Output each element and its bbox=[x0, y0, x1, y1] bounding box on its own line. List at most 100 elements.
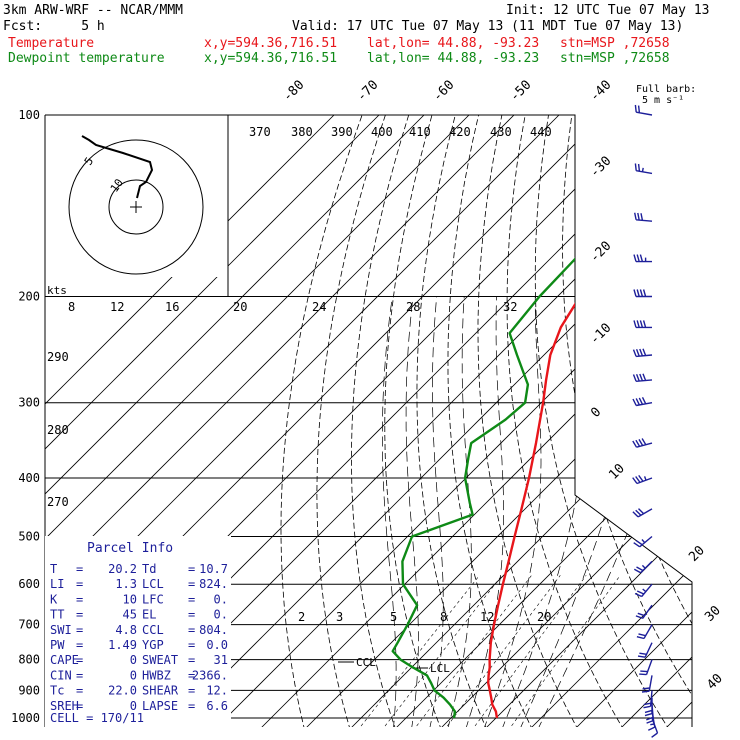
wind-barb bbox=[633, 254, 652, 263]
parcel-equals: = bbox=[76, 638, 83, 652]
dry-adiabat bbox=[316, 115, 396, 727]
hodograph-origin bbox=[130, 201, 142, 213]
isotherm bbox=[45, 115, 542, 727]
parcel-value: 12. bbox=[206, 684, 228, 698]
right-temp-label: 30 bbox=[702, 603, 724, 625]
hodograph-ring-label: 10 bbox=[108, 176, 126, 194]
mixing-ratio-line bbox=[381, 575, 503, 727]
parcel-value: 0 bbox=[130, 699, 137, 713]
valid-time: Valid: 17 UTC Tue 07 May 13 (11 MDT Tue … bbox=[292, 19, 684, 34]
parcel-value: 0 bbox=[130, 653, 137, 667]
parcel-value: 824. bbox=[199, 577, 228, 591]
parcel-label: LI bbox=[50, 577, 64, 591]
wind-barb bbox=[634, 212, 653, 222]
parcel-value: 1.49 bbox=[108, 638, 137, 652]
parcel-equals: = bbox=[76, 684, 83, 698]
parcel-value: 2366. bbox=[192, 668, 228, 682]
parcel-value: 10 bbox=[123, 592, 137, 606]
parcel-equals: = bbox=[188, 684, 195, 698]
upper-temp-label: -70 bbox=[354, 78, 381, 105]
wind-barb bbox=[632, 508, 653, 518]
parcel-value: 1.3 bbox=[115, 577, 137, 591]
parcel-equals: = bbox=[188, 668, 195, 682]
isotherm bbox=[45, 115, 362, 727]
mixing-ratio-label: 24 bbox=[312, 300, 326, 314]
dry-adiabat bbox=[663, 115, 692, 727]
wind-barb bbox=[633, 560, 653, 574]
dry-adiabat bbox=[280, 115, 373, 727]
theta-label: 270 bbox=[47, 495, 69, 509]
moist-adiabat bbox=[405, 296, 419, 727]
wind-barb bbox=[639, 659, 653, 676]
dry-adiabat bbox=[712, 87, 740, 730]
dewpoint-station: stn=MSP ,72658 bbox=[560, 51, 670, 66]
upper-temp-label: -50 bbox=[507, 78, 534, 105]
parcel-value: 4.8 bbox=[115, 623, 137, 637]
right-temp-label: 0 bbox=[588, 405, 604, 421]
moist-adiabat bbox=[482, 296, 542, 727]
isotherm bbox=[167, 115, 692, 727]
wind-barb bbox=[634, 583, 653, 598]
wind-barb bbox=[641, 675, 653, 693]
theta-label: 370 bbox=[249, 125, 271, 139]
wind-barb bbox=[634, 104, 653, 116]
parcel-label: PW bbox=[50, 638, 65, 652]
pressure-label: 1000 bbox=[11, 711, 40, 725]
parcel-equals: = bbox=[76, 592, 83, 606]
isotherm bbox=[527, 115, 692, 727]
temperature-latlon: lat,lon= 44.88, -93.23 bbox=[367, 36, 540, 51]
dry-adiabat bbox=[639, 115, 692, 727]
pressure-label: 500 bbox=[18, 529, 40, 543]
isotherm bbox=[212, 115, 692, 727]
moist-adiabat bbox=[536, 296, 692, 727]
parcel-label: T bbox=[50, 562, 57, 576]
isotherm bbox=[257, 115, 692, 727]
dry-adiabat bbox=[614, 115, 692, 727]
temperature-station: stn=MSP ,72658 bbox=[560, 36, 670, 51]
parcel-value: 0.0 bbox=[206, 638, 228, 652]
mixing-ratio-label: 20 bbox=[537, 610, 551, 624]
theta-label: 290 bbox=[47, 350, 69, 364]
wind-barb bbox=[636, 624, 653, 640]
wind-barb bbox=[633, 289, 652, 298]
right-temp-label: -10 bbox=[587, 321, 614, 348]
parcel-equals: = bbox=[188, 699, 195, 713]
parcel-label: SWEAT bbox=[142, 653, 178, 667]
parcel-equals: = bbox=[188, 608, 195, 622]
dry-adiabat bbox=[384, 115, 443, 727]
hodograph-trace bbox=[81, 135, 154, 199]
theta-label: 420 bbox=[449, 125, 471, 139]
parcel-label: SWI bbox=[50, 623, 72, 637]
parcel-label: LAPSE bbox=[142, 699, 178, 713]
wind-barb bbox=[632, 373, 653, 382]
wind-barb bbox=[632, 438, 653, 448]
dry-adiabat bbox=[562, 115, 692, 727]
parcel-label: LFC bbox=[142, 592, 164, 606]
parcel-value: 0 bbox=[130, 668, 137, 682]
ccl-marker: CCL bbox=[356, 656, 376, 669]
temperature-line bbox=[487, 115, 692, 719]
hodograph-units: kts bbox=[47, 284, 67, 297]
hodograph-ring bbox=[108, 179, 164, 235]
parcel-value: 10.7 bbox=[199, 562, 228, 576]
isotherm bbox=[45, 115, 407, 727]
mixing-ratio-line bbox=[443, 575, 561, 727]
parcel-equals: = bbox=[188, 562, 195, 576]
wind-barb bbox=[644, 697, 653, 717]
mixing-ratio-label: 32 bbox=[503, 300, 517, 314]
parcel-cell: CELL = 170/11 bbox=[50, 711, 144, 725]
dewpoint-line bbox=[391, 115, 673, 719]
parcel-info-box bbox=[45, 536, 231, 727]
pressure-label: 400 bbox=[18, 471, 40, 485]
dry-adiabat bbox=[734, 87, 740, 730]
parcel-value: 0. bbox=[214, 592, 228, 606]
parcel-equals: = bbox=[76, 668, 83, 682]
parcel-equals: = bbox=[76, 577, 83, 591]
isotherm bbox=[45, 115, 452, 727]
moist-adiabat bbox=[500, 296, 586, 727]
parcel-label: CAPE bbox=[50, 653, 79, 667]
wind-barb bbox=[634, 163, 653, 175]
moist-adiabat bbox=[381, 296, 397, 727]
parcel-equals: = bbox=[76, 623, 83, 637]
